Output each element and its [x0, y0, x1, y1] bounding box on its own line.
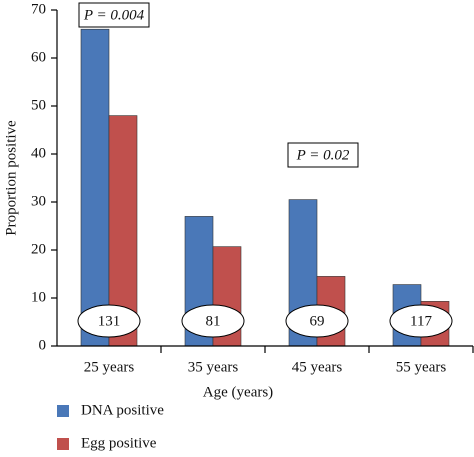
y-tick-label: 30 [31, 193, 46, 209]
x-tick-label: 25 years [84, 359, 135, 375]
legend-swatch [57, 438, 69, 450]
sample-size-bubble [285, 304, 349, 338]
y-tick-label: 70 [31, 1, 46, 17]
sample-size: 69 [310, 313, 325, 329]
y-tick-label: 50 [31, 97, 46, 113]
sample-size: 117 [410, 313, 432, 329]
sample-size: 131 [98, 313, 121, 329]
x-tick-label: 35 years [188, 359, 239, 375]
legend-label: Egg positive [81, 435, 157, 451]
y-tick-label: 0 [39, 337, 47, 353]
x-axis-label: Age (years) [203, 384, 273, 400]
sample-size-bubble [77, 304, 141, 338]
x-tick-label: 45 years [292, 359, 343, 375]
x-tick-label: 55 years [396, 359, 447, 375]
y-tick-label: 20 [31, 241, 46, 257]
y-tick-label: 10 [31, 289, 46, 305]
sample-size: 81 [206, 313, 221, 329]
sample-size-bubble [389, 304, 453, 338]
annotation-box [78, 2, 150, 28]
annotation: P = 0.02 [296, 147, 350, 163]
y-axis-label: Proportion positive [3, 120, 19, 236]
legend-label: DNA positive [81, 402, 164, 418]
legend-swatch [57, 405, 69, 417]
y-tick-label: 40 [31, 145, 46, 161]
bar [80, 28, 110, 347]
annotation-box [287, 142, 359, 168]
annotation: P = 0.004 [83, 7, 145, 23]
sample-size-bubble [181, 304, 245, 338]
y-tick-label: 60 [31, 49, 46, 65]
